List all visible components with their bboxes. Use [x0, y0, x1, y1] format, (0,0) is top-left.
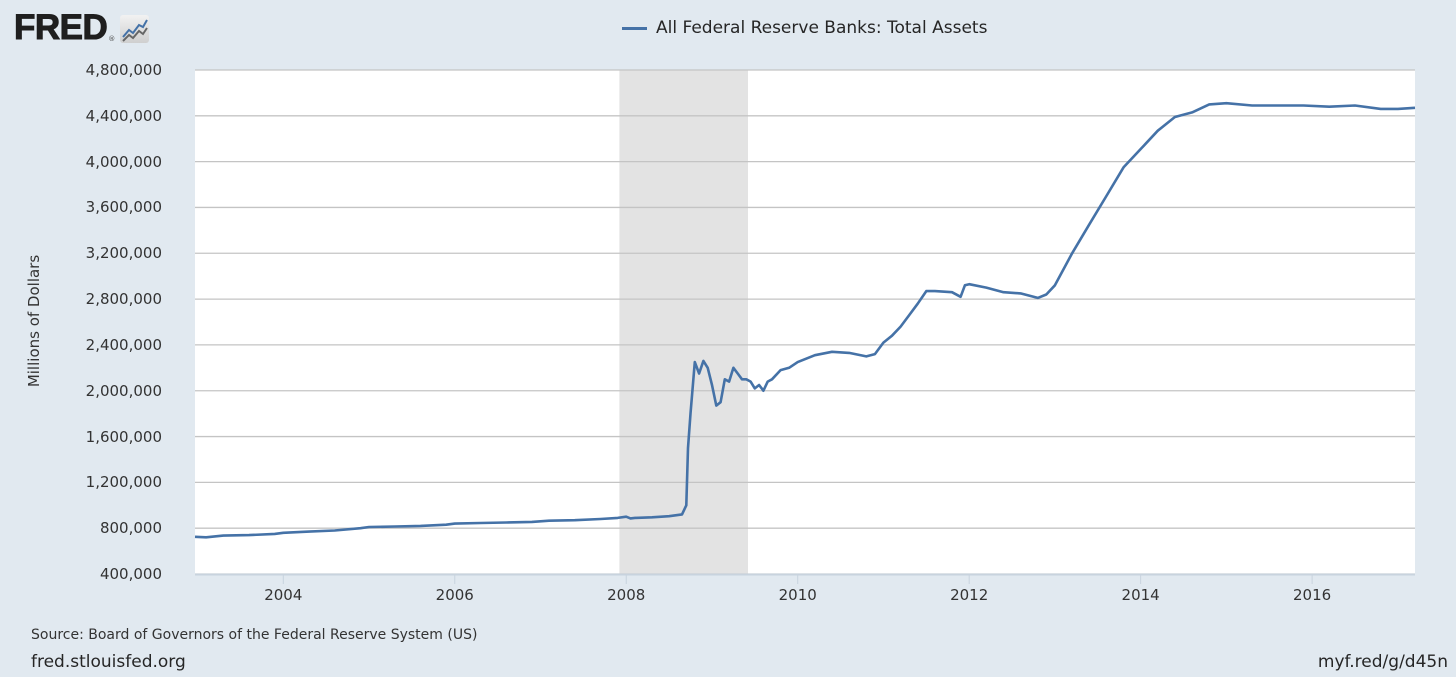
y-tick-label: 2,400,000: [85, 335, 162, 354]
fred-logo[interactable]: FRED ®: [13, 8, 150, 47]
fred-site-link[interactable]: fred.stlouisfed.org: [31, 652, 186, 672]
gridlines: [195, 69, 1415, 576]
y-tick-label: 1,600,000: [85, 427, 162, 446]
short-link[interactable]: myf.red/g/d45n: [1317, 652, 1448, 672]
plot-background: [195, 70, 1415, 574]
y-tick-label: 3,200,000: [85, 244, 162, 263]
y-tick-label: 4,400,000: [85, 106, 162, 125]
x-tick-label: 2016: [1293, 586, 1332, 604]
x-tick-label: 2006: [435, 586, 474, 604]
y-tick-label: 400,000: [99, 565, 162, 583]
x-tick-marks: [282, 574, 1313, 584]
source-note: Source: Board of Governors of the Federa…: [31, 627, 478, 643]
y-tick-label: 4,000,000: [85, 152, 162, 171]
y-tick-label: 1,200,000: [85, 473, 162, 492]
chart-line-icon: [120, 15, 150, 43]
y-tick-label: 2,800,000: [85, 290, 162, 309]
y-tick-label: 2,000,000: [85, 381, 162, 400]
x-tick-label: 2012: [950, 586, 989, 604]
total-assets-line[interactable]: [194, 101, 1416, 539]
y-tick-label: 800,000: [99, 519, 162, 538]
registered-mark: ®: [108, 35, 116, 43]
y-tick-label: 4,800,000: [85, 61, 162, 79]
x-tick-label: 2004: [264, 586, 303, 604]
x-tick-label: 2010: [778, 586, 817, 604]
legend-line-swatch: [622, 26, 647, 30]
recession-shading: [619, 70, 748, 574]
x-tick-label: 2014: [1121, 586, 1160, 604]
legend-label: All Federal Reserve Banks: Total Assets: [656, 18, 988, 38]
chart-legend[interactable]: All Federal Reserve Banks: Total Assets: [622, 18, 987, 38]
y-tick-label: 3,600,000: [85, 198, 162, 217]
recession-band: [619, 70, 748, 574]
x-tick-label: 2008: [607, 586, 646, 604]
logo-text: FRED: [13, 8, 108, 47]
